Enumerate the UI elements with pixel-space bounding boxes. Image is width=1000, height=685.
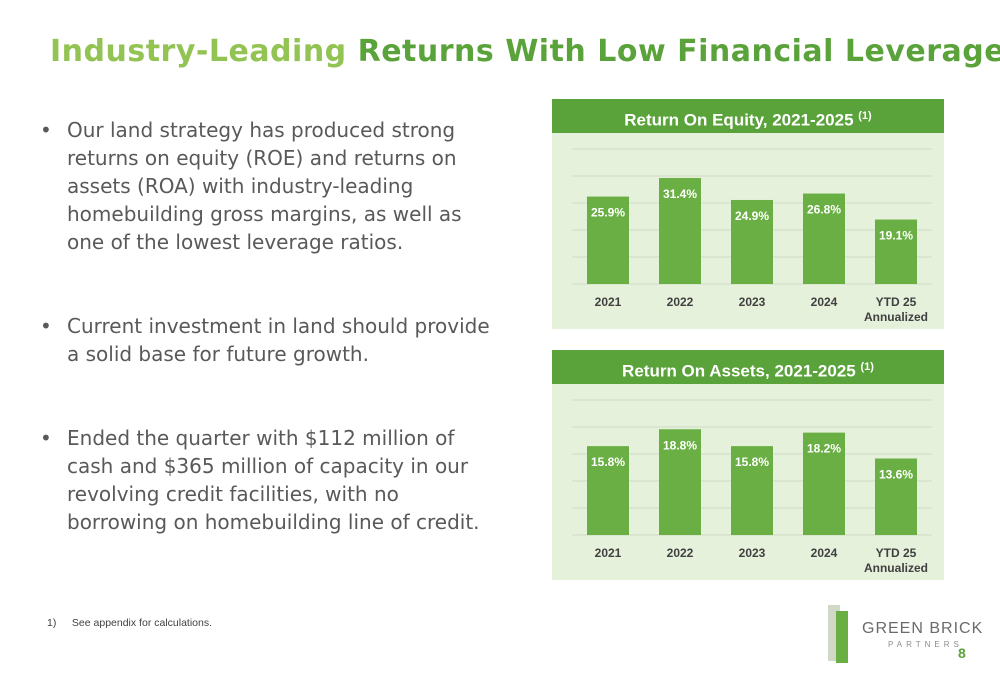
title-highlight: Industry-Leading <box>50 34 347 69</box>
roe-value-label-2: 24.9% <box>735 209 769 223</box>
roa-tick-label-2: 2023 <box>739 546 766 560</box>
roa-bar-4 <box>875 458 917 535</box>
roe-bar-0 <box>587 196 629 284</box>
roe-tick-label-1: 2022 <box>667 295 694 309</box>
roa-bar-2 <box>731 446 773 535</box>
bullet-list: Our land strategy has produced strong re… <box>36 116 496 592</box>
roe-bar-3 <box>803 193 845 284</box>
roe-bar-2 <box>731 199 773 284</box>
title-rest: Returns With Low Financial Leverage <box>357 34 1000 69</box>
logo-subtitle: PARTNERS <box>888 640 963 649</box>
roa-bar-1 <box>659 429 701 535</box>
roe-bar-1 <box>659 178 701 284</box>
bullet-land-investment: Current investment in land should provid… <box>36 312 496 368</box>
logo-name: GREEN BRICK <box>862 620 984 637</box>
footnote: 1) See appendix for calculations. <box>47 617 212 629</box>
roa-chart-panel: Return On Assets, 2021-2025 (1) 15.8% 202… <box>552 350 944 580</box>
roa-tick-label-4: YTD 25 Annualized <box>864 546 928 575</box>
roa-bar-0 <box>587 446 629 535</box>
roe-bar-4 <box>875 219 917 284</box>
bullet-liquidity: Ended the quarter with $112 million of c… <box>36 424 496 536</box>
roe-chart-panel: Return On Equity, 2021-2025 (1) 25.9% 202… <box>552 99 944 329</box>
roe-chart-title: Return On Equity, 2021-2025 (1) <box>552 99 944 133</box>
roa-chart: 15.8% 2021 18.8% 2022 15.8% 2023 18.2% 2024 13.6… <box>572 399 932 575</box>
roa-bar-3 <box>803 432 845 535</box>
roe-chart: 25.9% 2021 31.4% 2022 24.9% 2023 26.8% 2024 19.1… <box>572 148 932 324</box>
roe-tick-label-3: 2024 <box>811 295 838 309</box>
roa-value-label-3: 18.2% <box>807 442 841 456</box>
roe-tick-label-4: YTD 25 Annualized <box>864 295 928 324</box>
roe-value-label-1: 31.4% <box>663 187 697 201</box>
footnote-number: 1) <box>47 617 57 629</box>
roa-value-label-4: 13.6% <box>879 468 913 482</box>
roa-tick-label-1: 2022 <box>667 546 694 560</box>
roe-tick-label-0: 2021 <box>595 295 622 309</box>
roa-tick-label-3: 2024 <box>811 546 838 560</box>
roe-value-label-0: 25.9% <box>591 206 625 220</box>
page-title: Industry-Leading Returns With Low Financ… <box>50 34 1000 69</box>
logo-mark-front <box>836 611 848 663</box>
footnote-text: See appendix for calculations. <box>71 617 213 629</box>
roa-value-label-0: 15.8% <box>591 455 625 469</box>
page-number: 8 <box>958 645 966 661</box>
roe-value-label-4: 19.1% <box>879 229 913 243</box>
bullet-roe-roa: Our land strategy has produced strong re… <box>36 116 496 256</box>
roa-value-label-1: 18.8% <box>663 438 697 452</box>
roa-tick-label-0: 2021 <box>595 546 622 560</box>
green-brick-logo <box>828 605 970 665</box>
roa-value-label-2: 15.8% <box>735 455 769 469</box>
roe-value-label-3: 26.8% <box>807 203 841 217</box>
roe-tick-label-2: 2023 <box>739 295 766 309</box>
roa-chart-title: Return On Assets, 2021-2025 (1) <box>552 350 944 384</box>
